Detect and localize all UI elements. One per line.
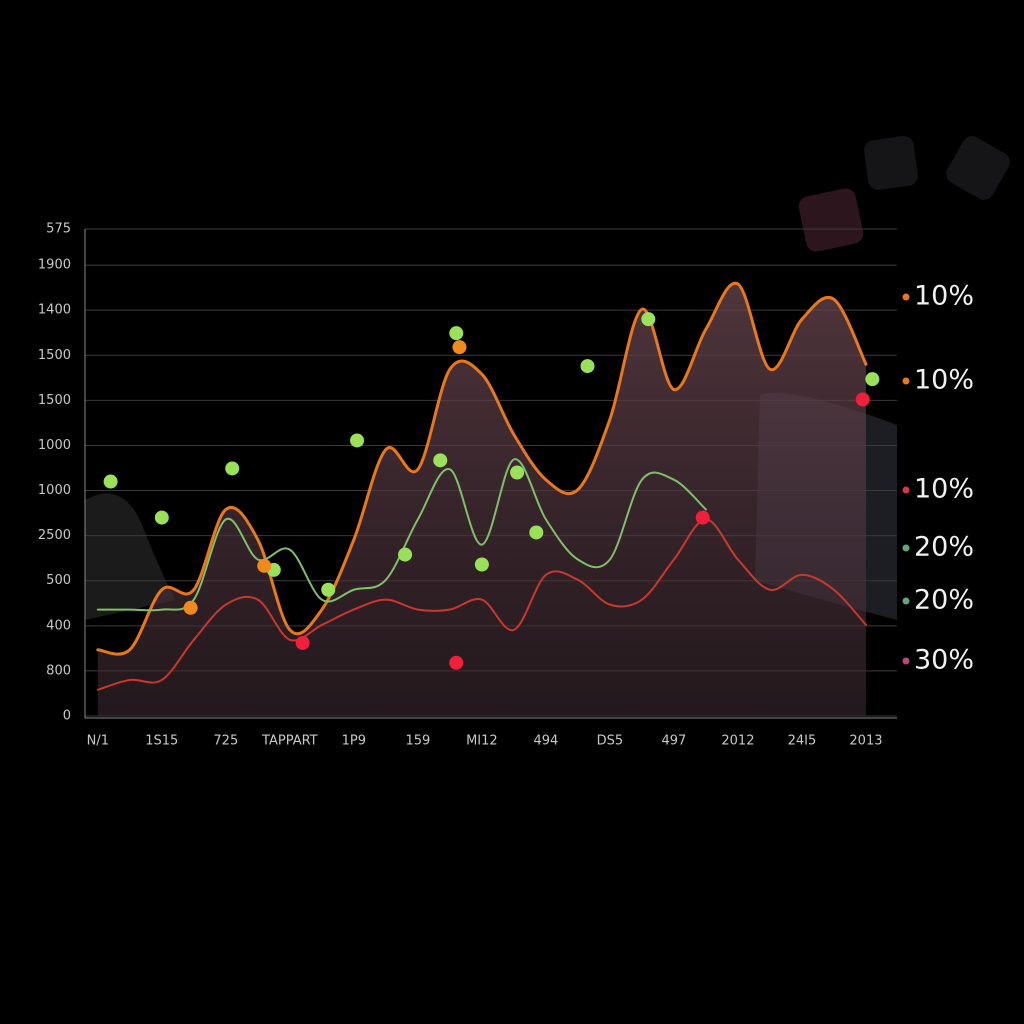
legend-dot — [902, 486, 910, 494]
point — [257, 558, 272, 573]
lines — [96, 281, 868, 691]
y-tick-label: 1400 — [38, 303, 71, 318]
point — [225, 461, 240, 476]
point — [474, 557, 489, 572]
legend-dot — [902, 597, 910, 605]
point — [295, 635, 310, 650]
point — [510, 465, 525, 480]
y-tick-label: 500 — [46, 573, 71, 588]
x-tick-label: TAPPART — [261, 734, 318, 749]
areas — [97, 283, 866, 716]
x-tick-label: 1P9 — [342, 734, 366, 749]
point — [855, 392, 870, 407]
point — [580, 359, 595, 374]
x-tick-label: N/1 — [87, 734, 109, 749]
y-tick-label: 1000 — [38, 483, 71, 498]
y-tick-label: 400 — [46, 618, 71, 633]
x-tick-label: 497 — [662, 734, 687, 749]
line — [96, 281, 868, 656]
x-tick-label: 2013 — [849, 734, 882, 749]
point — [865, 372, 880, 387]
point — [154, 510, 169, 525]
point — [103, 474, 118, 489]
point — [350, 433, 365, 448]
y-tick-label: 1500 — [38, 348, 71, 363]
x-tick-label: 1S15 — [145, 734, 178, 749]
y-tick-label: 1000 — [38, 438, 71, 453]
y-tick-label: 800 — [46, 663, 71, 678]
legend-dot — [902, 657, 910, 665]
y-tick-label: 1500 — [38, 393, 71, 408]
point — [641, 312, 656, 327]
x-tick-label: DS5 — [597, 734, 624, 749]
point — [183, 600, 198, 615]
line — [96, 518, 867, 691]
end-label: 30% — [914, 645, 974, 676]
legend-dot — [902, 544, 910, 552]
point — [452, 340, 467, 355]
legend-dot — [902, 377, 910, 385]
line — [96, 458, 707, 612]
point — [433, 453, 448, 468]
y-tick-label: 575 — [46, 222, 71, 237]
y-tick-label: 2500 — [38, 528, 71, 543]
x-tick-label: MI12 — [466, 734, 498, 749]
point — [321, 582, 336, 597]
x-tick-label: 494 — [533, 734, 558, 749]
legend-dot — [902, 293, 910, 301]
point — [529, 525, 544, 540]
area — [97, 283, 866, 716]
x-tick-label: 159 — [405, 734, 430, 749]
point — [449, 326, 464, 341]
point — [398, 547, 413, 562]
y-tick-label: 0 — [63, 709, 71, 724]
end-label: 20% — [914, 585, 974, 616]
shadow-shape — [85, 493, 175, 620]
end-label: 10% — [914, 365, 974, 396]
decoration — [798, 136, 1010, 252]
point — [449, 655, 464, 670]
end-label: 10% — [914, 474, 974, 505]
y-tick-label: 1900 — [38, 258, 71, 273]
labels: 0 800 400 500 2500 1000 1000 1500 1500 1400 1900 57… — [38, 222, 974, 749]
x-tick-label: 2012 — [721, 734, 754, 749]
x-tick-label: 725 — [213, 734, 238, 749]
point — [695, 510, 710, 525]
end-label: 10% — [914, 281, 974, 312]
points — [103, 312, 880, 670]
end-label: 20% — [914, 532, 974, 563]
x-tick-label: 24I5 — [788, 734, 817, 749]
